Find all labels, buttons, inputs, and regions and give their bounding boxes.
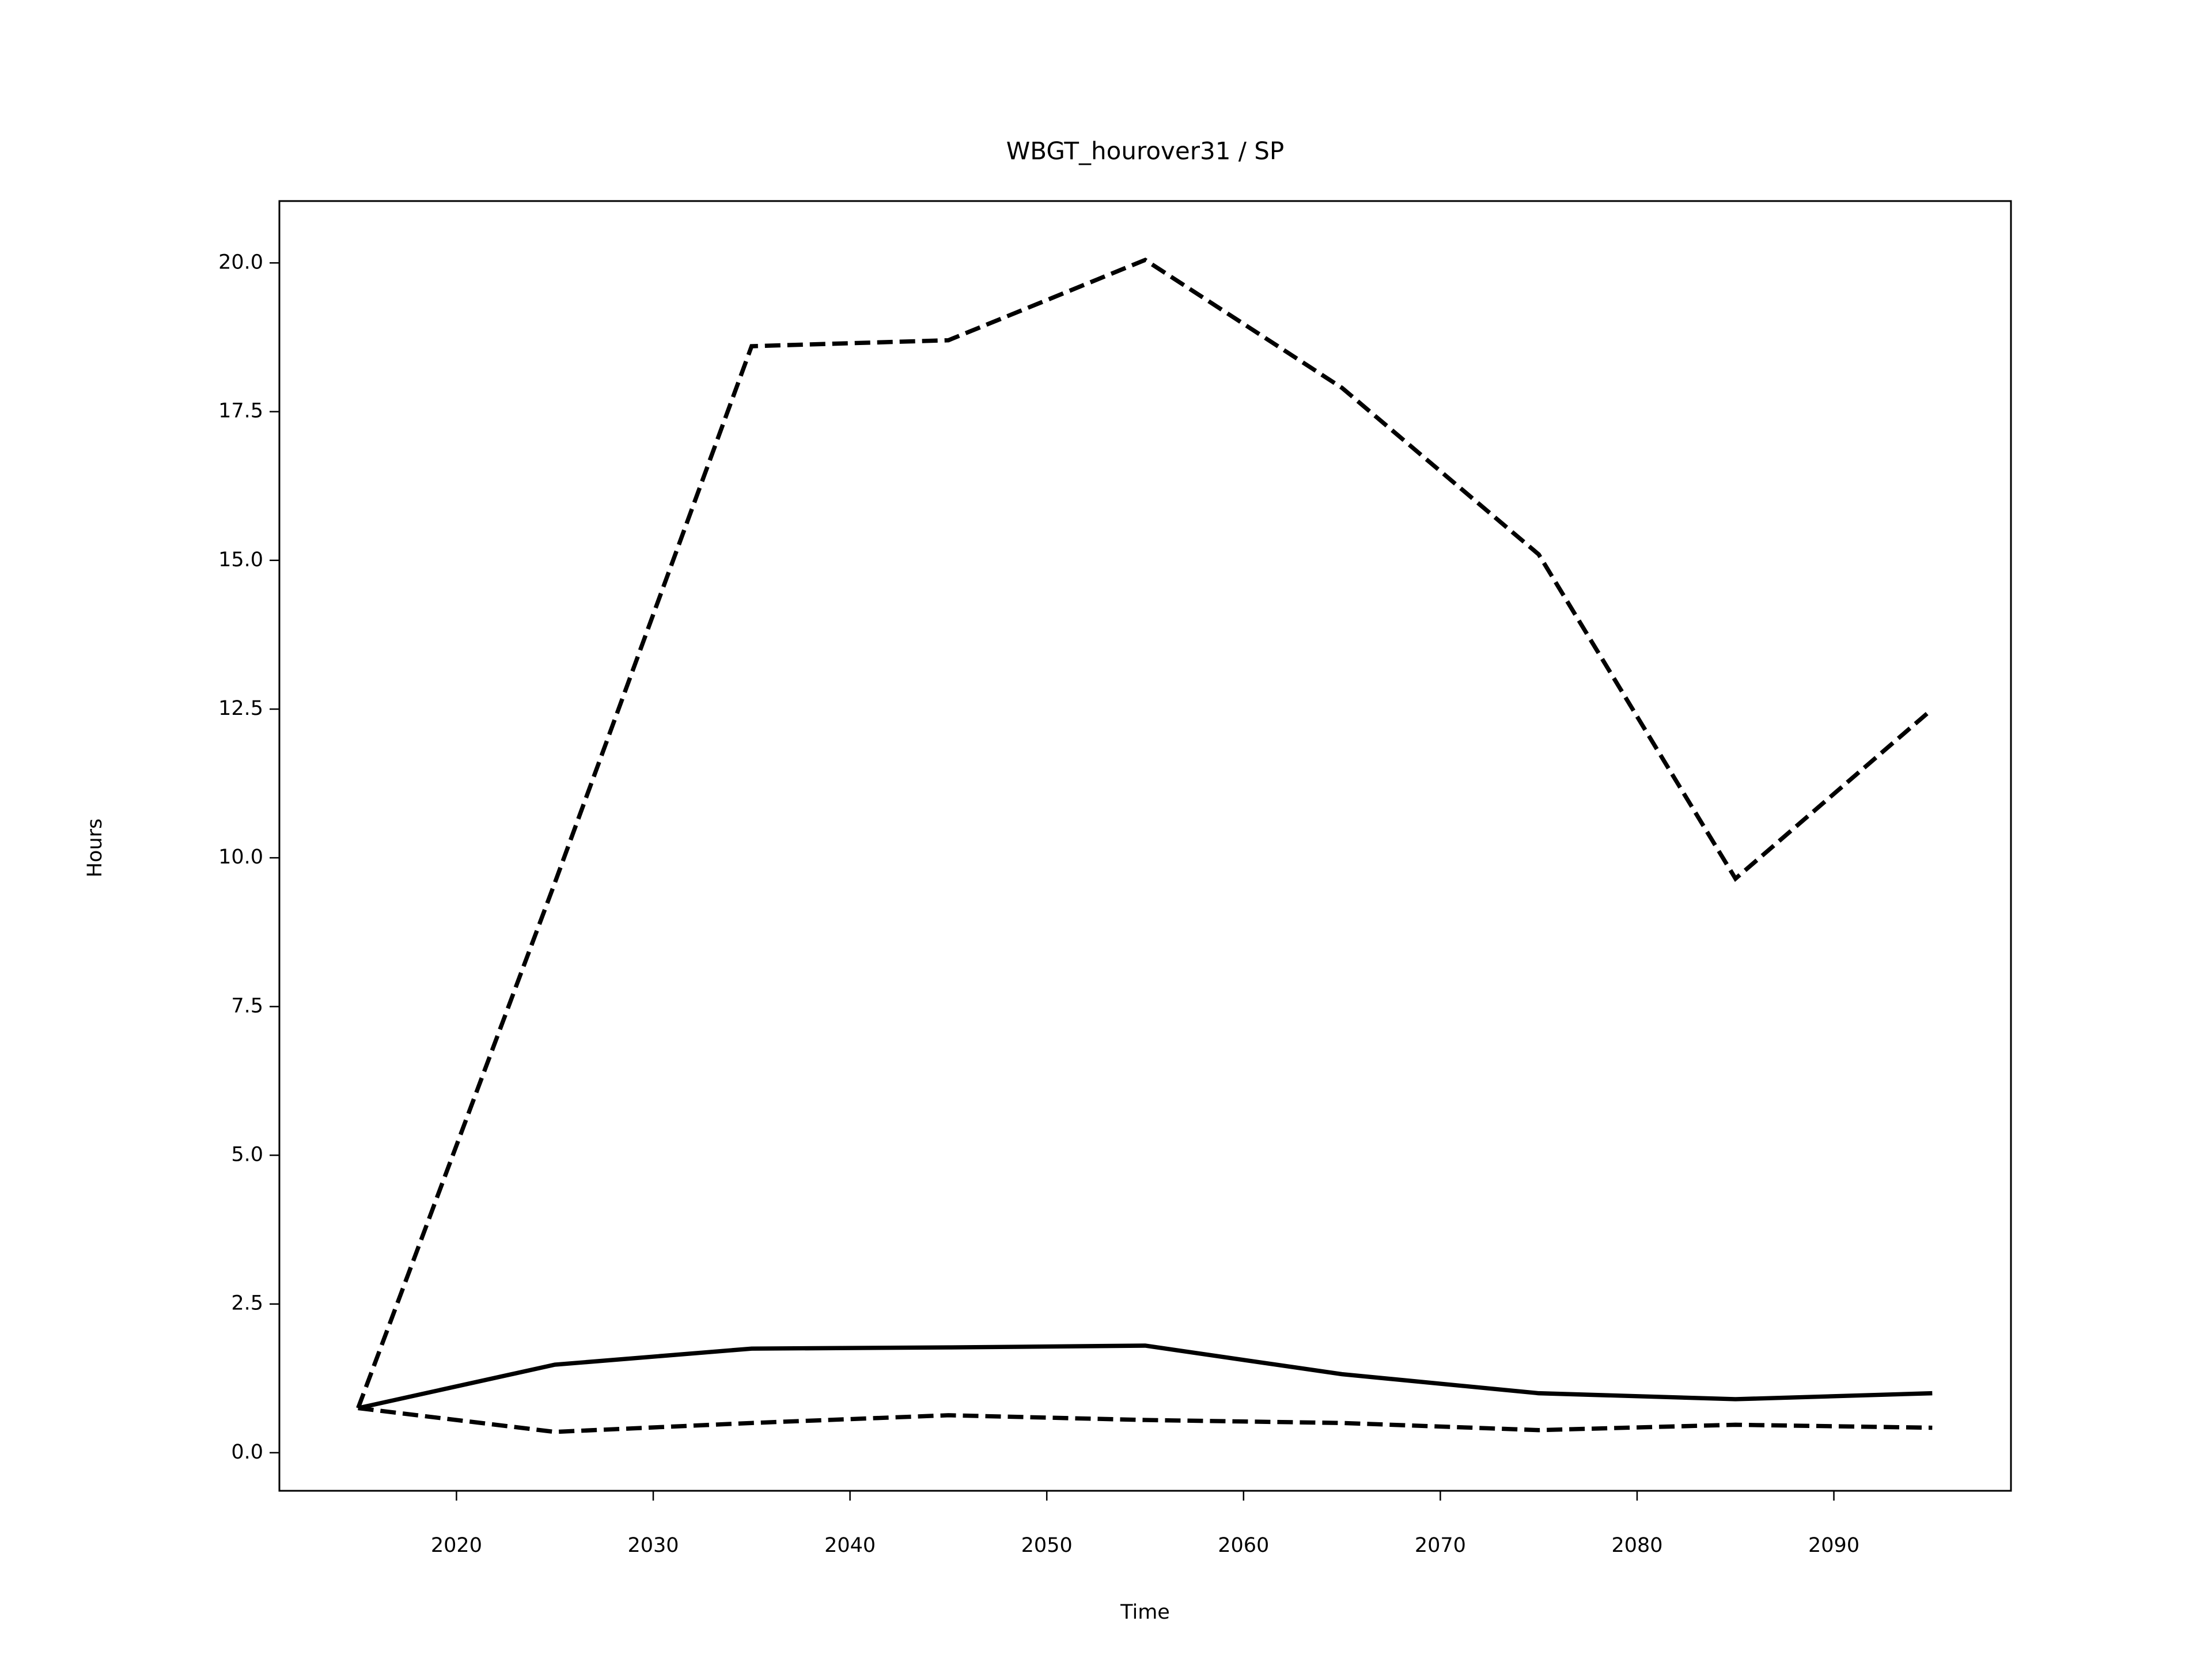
chart-title: WBGT_hourover31 / SP (1006, 137, 1285, 165)
x-tick-label: 2060 (1218, 1534, 1269, 1557)
plot-frame (278, 200, 2012, 1492)
x-axis-label: Time (1120, 1601, 1170, 1624)
line-series (356, 257, 1934, 1409)
y-axis-label: Hours (84, 819, 107, 878)
x-tick-label: 2020 (431, 1534, 482, 1557)
y-tick-label: 12.5 (218, 697, 263, 720)
line-series (357, 1343, 1933, 1411)
y-tick-label: 5.0 (231, 1143, 263, 1166)
line-series (358, 1406, 1933, 1434)
x-tick-label: 2070 (1415, 1534, 1466, 1557)
y-tick-label: 15.0 (218, 548, 263, 571)
x-tick-label: 2080 (1611, 1534, 1662, 1557)
y-tick-label: 0.0 (231, 1441, 263, 1464)
y-tick-label: 20.0 (218, 251, 263, 274)
x-tick-label: 2090 (1808, 1534, 1859, 1557)
y-tick-label: 10.0 (218, 846, 263, 869)
x-tick-label: 2030 (627, 1534, 679, 1557)
x-tick-label: 2040 (824, 1534, 876, 1557)
y-tick-label: 2.5 (231, 1292, 263, 1315)
y-tick-label: 17.5 (218, 400, 263, 423)
x-tick-label: 2050 (1021, 1534, 1073, 1557)
y-tick-label: 7.5 (231, 994, 263, 1017)
